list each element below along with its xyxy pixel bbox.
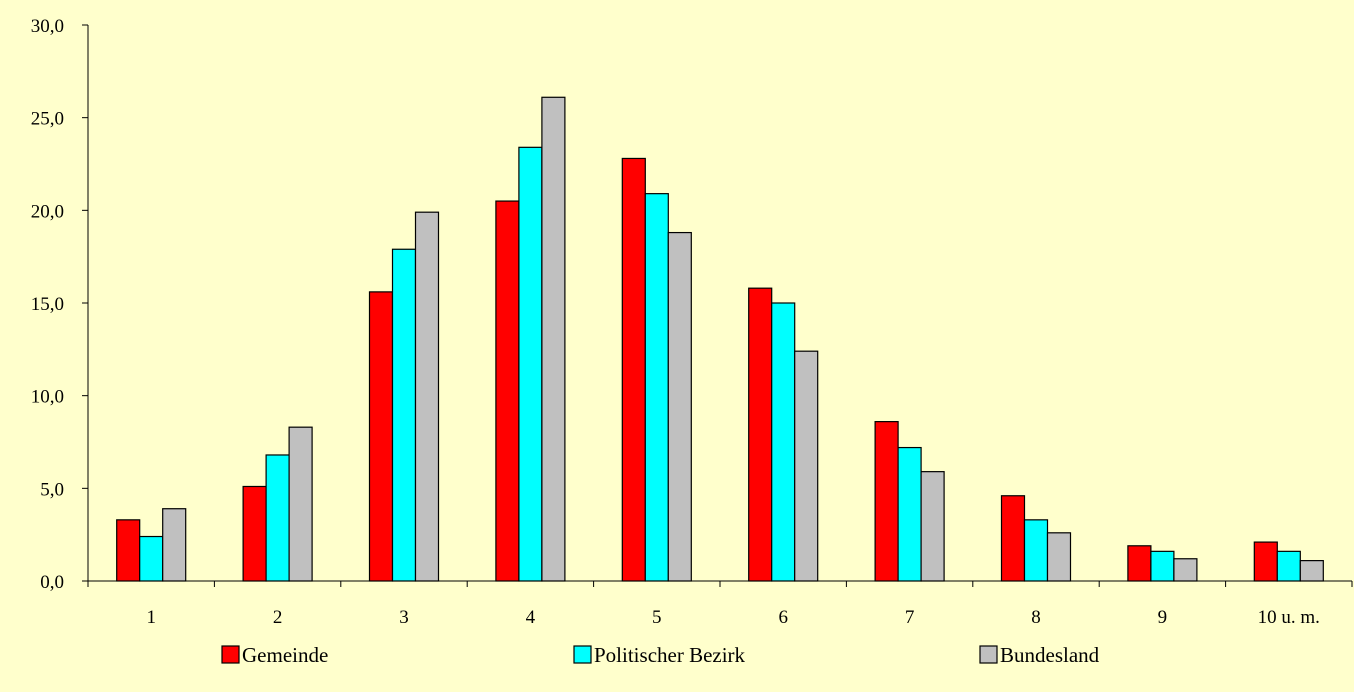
bar-politischer-bezirk bbox=[518, 146, 543, 582]
bar-politischer-bezirk bbox=[897, 446, 922, 582]
y-tick-label: 20,0 bbox=[31, 201, 64, 222]
x-tick-label: 4 bbox=[526, 607, 536, 628]
bar-gemeinde bbox=[748, 287, 773, 582]
bar-gemeinde bbox=[495, 200, 520, 582]
bar-politischer-bezirk bbox=[644, 193, 669, 582]
y-tick-label: 30,0 bbox=[31, 16, 64, 37]
y-axis: 0,0 5,0 10,0 15,0 20,0 25,0 30,0 bbox=[31, 16, 89, 593]
bar-politischer-bezirk bbox=[139, 535, 164, 582]
bar-politischer-bezirk bbox=[265, 454, 290, 582]
bars bbox=[116, 96, 1324, 582]
x-tick-label: 6 bbox=[778, 607, 788, 628]
x-tick-label: 8 bbox=[1031, 607, 1041, 628]
bar-gemeinde bbox=[874, 421, 899, 582]
bar-gemeinde bbox=[1000, 495, 1026, 582]
bar-gemeinde bbox=[1253, 541, 1278, 582]
bar-bundesland bbox=[162, 508, 187, 582]
y-tick-label: 0,0 bbox=[40, 572, 64, 593]
bar-gemeinde bbox=[368, 291, 394, 582]
legend-swatch bbox=[221, 645, 240, 664]
bar-politischer-bezirk bbox=[391, 248, 417, 582]
x-tick-label: 3 bbox=[399, 607, 409, 628]
bar-politischer-bezirk bbox=[1276, 550, 1301, 582]
x-tick-label: 9 bbox=[1158, 607, 1168, 628]
bar-bundesland bbox=[288, 426, 313, 582]
legend-swatch bbox=[979, 645, 998, 664]
legend-swatch bbox=[573, 645, 592, 664]
bar-gemeinde bbox=[116, 519, 141, 582]
bar-bundesland bbox=[541, 96, 566, 582]
x-tick-label: 1 bbox=[146, 607, 156, 628]
bar-politischer-bezirk bbox=[1023, 519, 1049, 582]
bar-gemeinde bbox=[621, 157, 646, 582]
bar-bundesland bbox=[794, 350, 819, 582]
y-tick-label: 25,0 bbox=[31, 109, 64, 130]
bar-bundesland bbox=[920, 471, 945, 582]
bar-gemeinde bbox=[242, 485, 267, 582]
y-tick-label: 10,0 bbox=[31, 387, 64, 408]
x-tick-label: 7 bbox=[905, 607, 915, 628]
legend-label: Bundesland bbox=[1000, 643, 1100, 667]
x-tick-label: 2 bbox=[273, 607, 283, 628]
bar-gemeinde bbox=[1127, 545, 1152, 582]
bar-bundesland bbox=[1173, 558, 1198, 582]
x-tick-label: 5 bbox=[652, 607, 662, 628]
bar-bundesland bbox=[414, 211, 440, 582]
bar-bundesland bbox=[1046, 532, 1072, 582]
y-tick-label: 15,0 bbox=[31, 294, 64, 315]
bar-politischer-bezirk bbox=[771, 302, 796, 582]
y-tick-label: 5,0 bbox=[40, 479, 64, 500]
bar-politischer-bezirk bbox=[1150, 550, 1175, 582]
x-tick-label: 10 u. m. bbox=[1258, 607, 1320, 628]
legend-label: Politischer Bezirk bbox=[594, 643, 746, 667]
legend: Gemeinde Politischer Bezirk Bundesland bbox=[221, 643, 1100, 667]
bar-bundesland bbox=[667, 231, 692, 582]
bar-bundesland bbox=[1299, 560, 1324, 582]
legend-label: Gemeinde bbox=[242, 643, 328, 667]
